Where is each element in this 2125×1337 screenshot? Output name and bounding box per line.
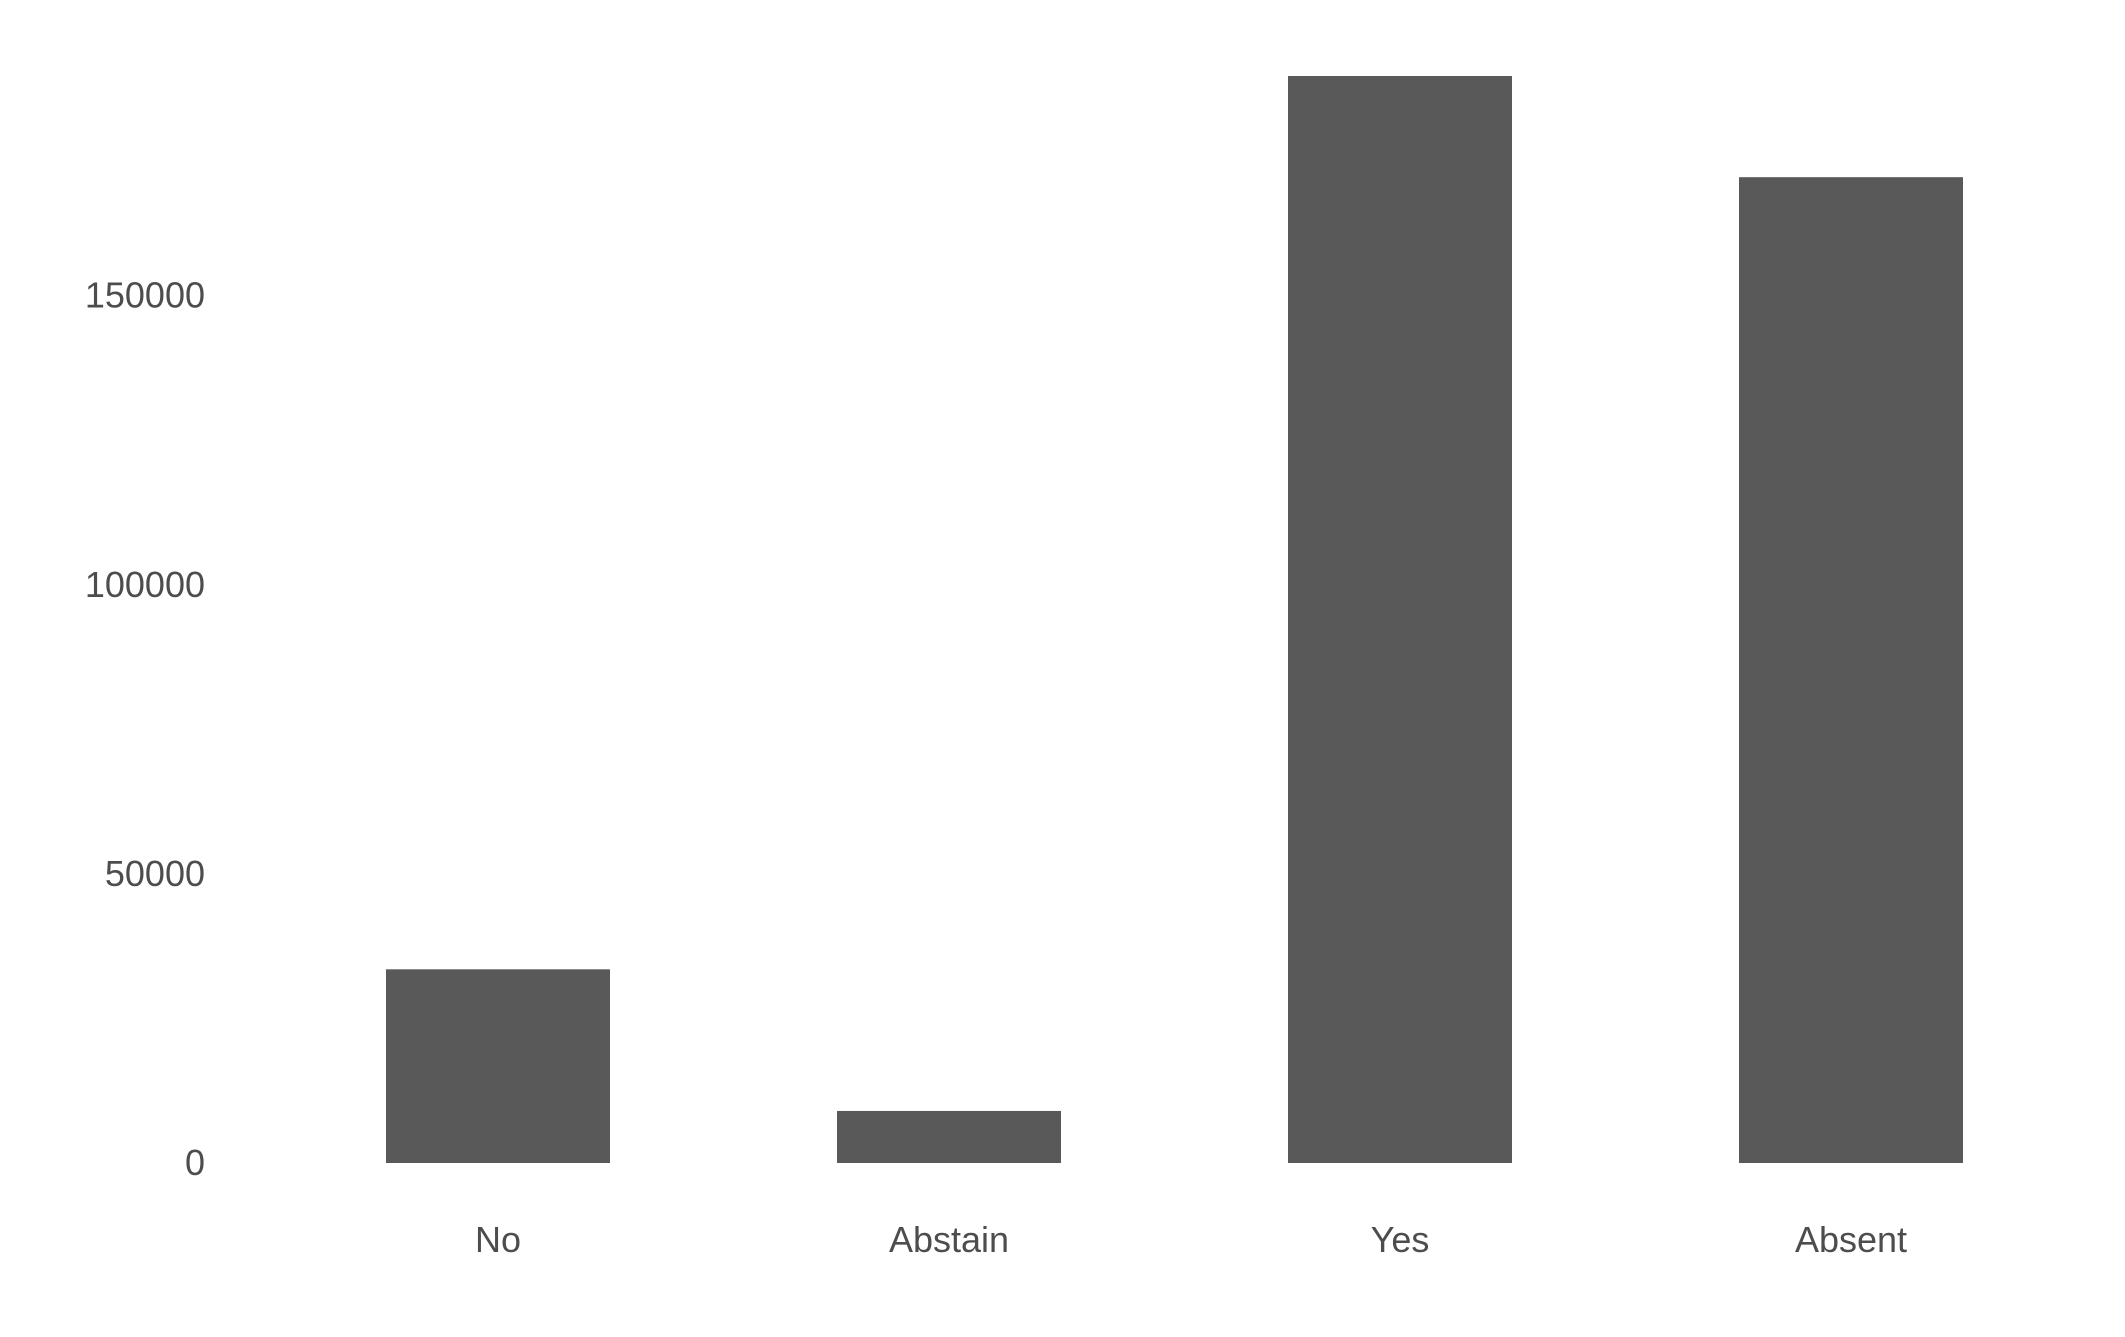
- y-axis-ticks: 0 50000 100000 150000: [85, 275, 205, 1183]
- bar-absent: [1739, 177, 1963, 1163]
- x-tick-label: Yes: [1371, 1219, 1430, 1260]
- y-tick-label: 100000: [85, 564, 205, 605]
- bar-no: [386, 969, 610, 1163]
- x-tick-label: Absent: [1795, 1219, 1907, 1260]
- y-tick-label: 0: [185, 1142, 205, 1183]
- bars-layer: [386, 76, 1963, 1163]
- bar-yes: [1288, 76, 1512, 1163]
- x-axis-ticks: No Abstain Yes Absent: [475, 1219, 1907, 1260]
- bar-abstain: [837, 1110, 1061, 1163]
- y-tick-label: 50000: [105, 853, 205, 894]
- x-tick-label: No: [475, 1219, 521, 1260]
- x-tick-label: Abstain: [889, 1219, 1009, 1260]
- y-tick-label: 150000: [85, 275, 205, 316]
